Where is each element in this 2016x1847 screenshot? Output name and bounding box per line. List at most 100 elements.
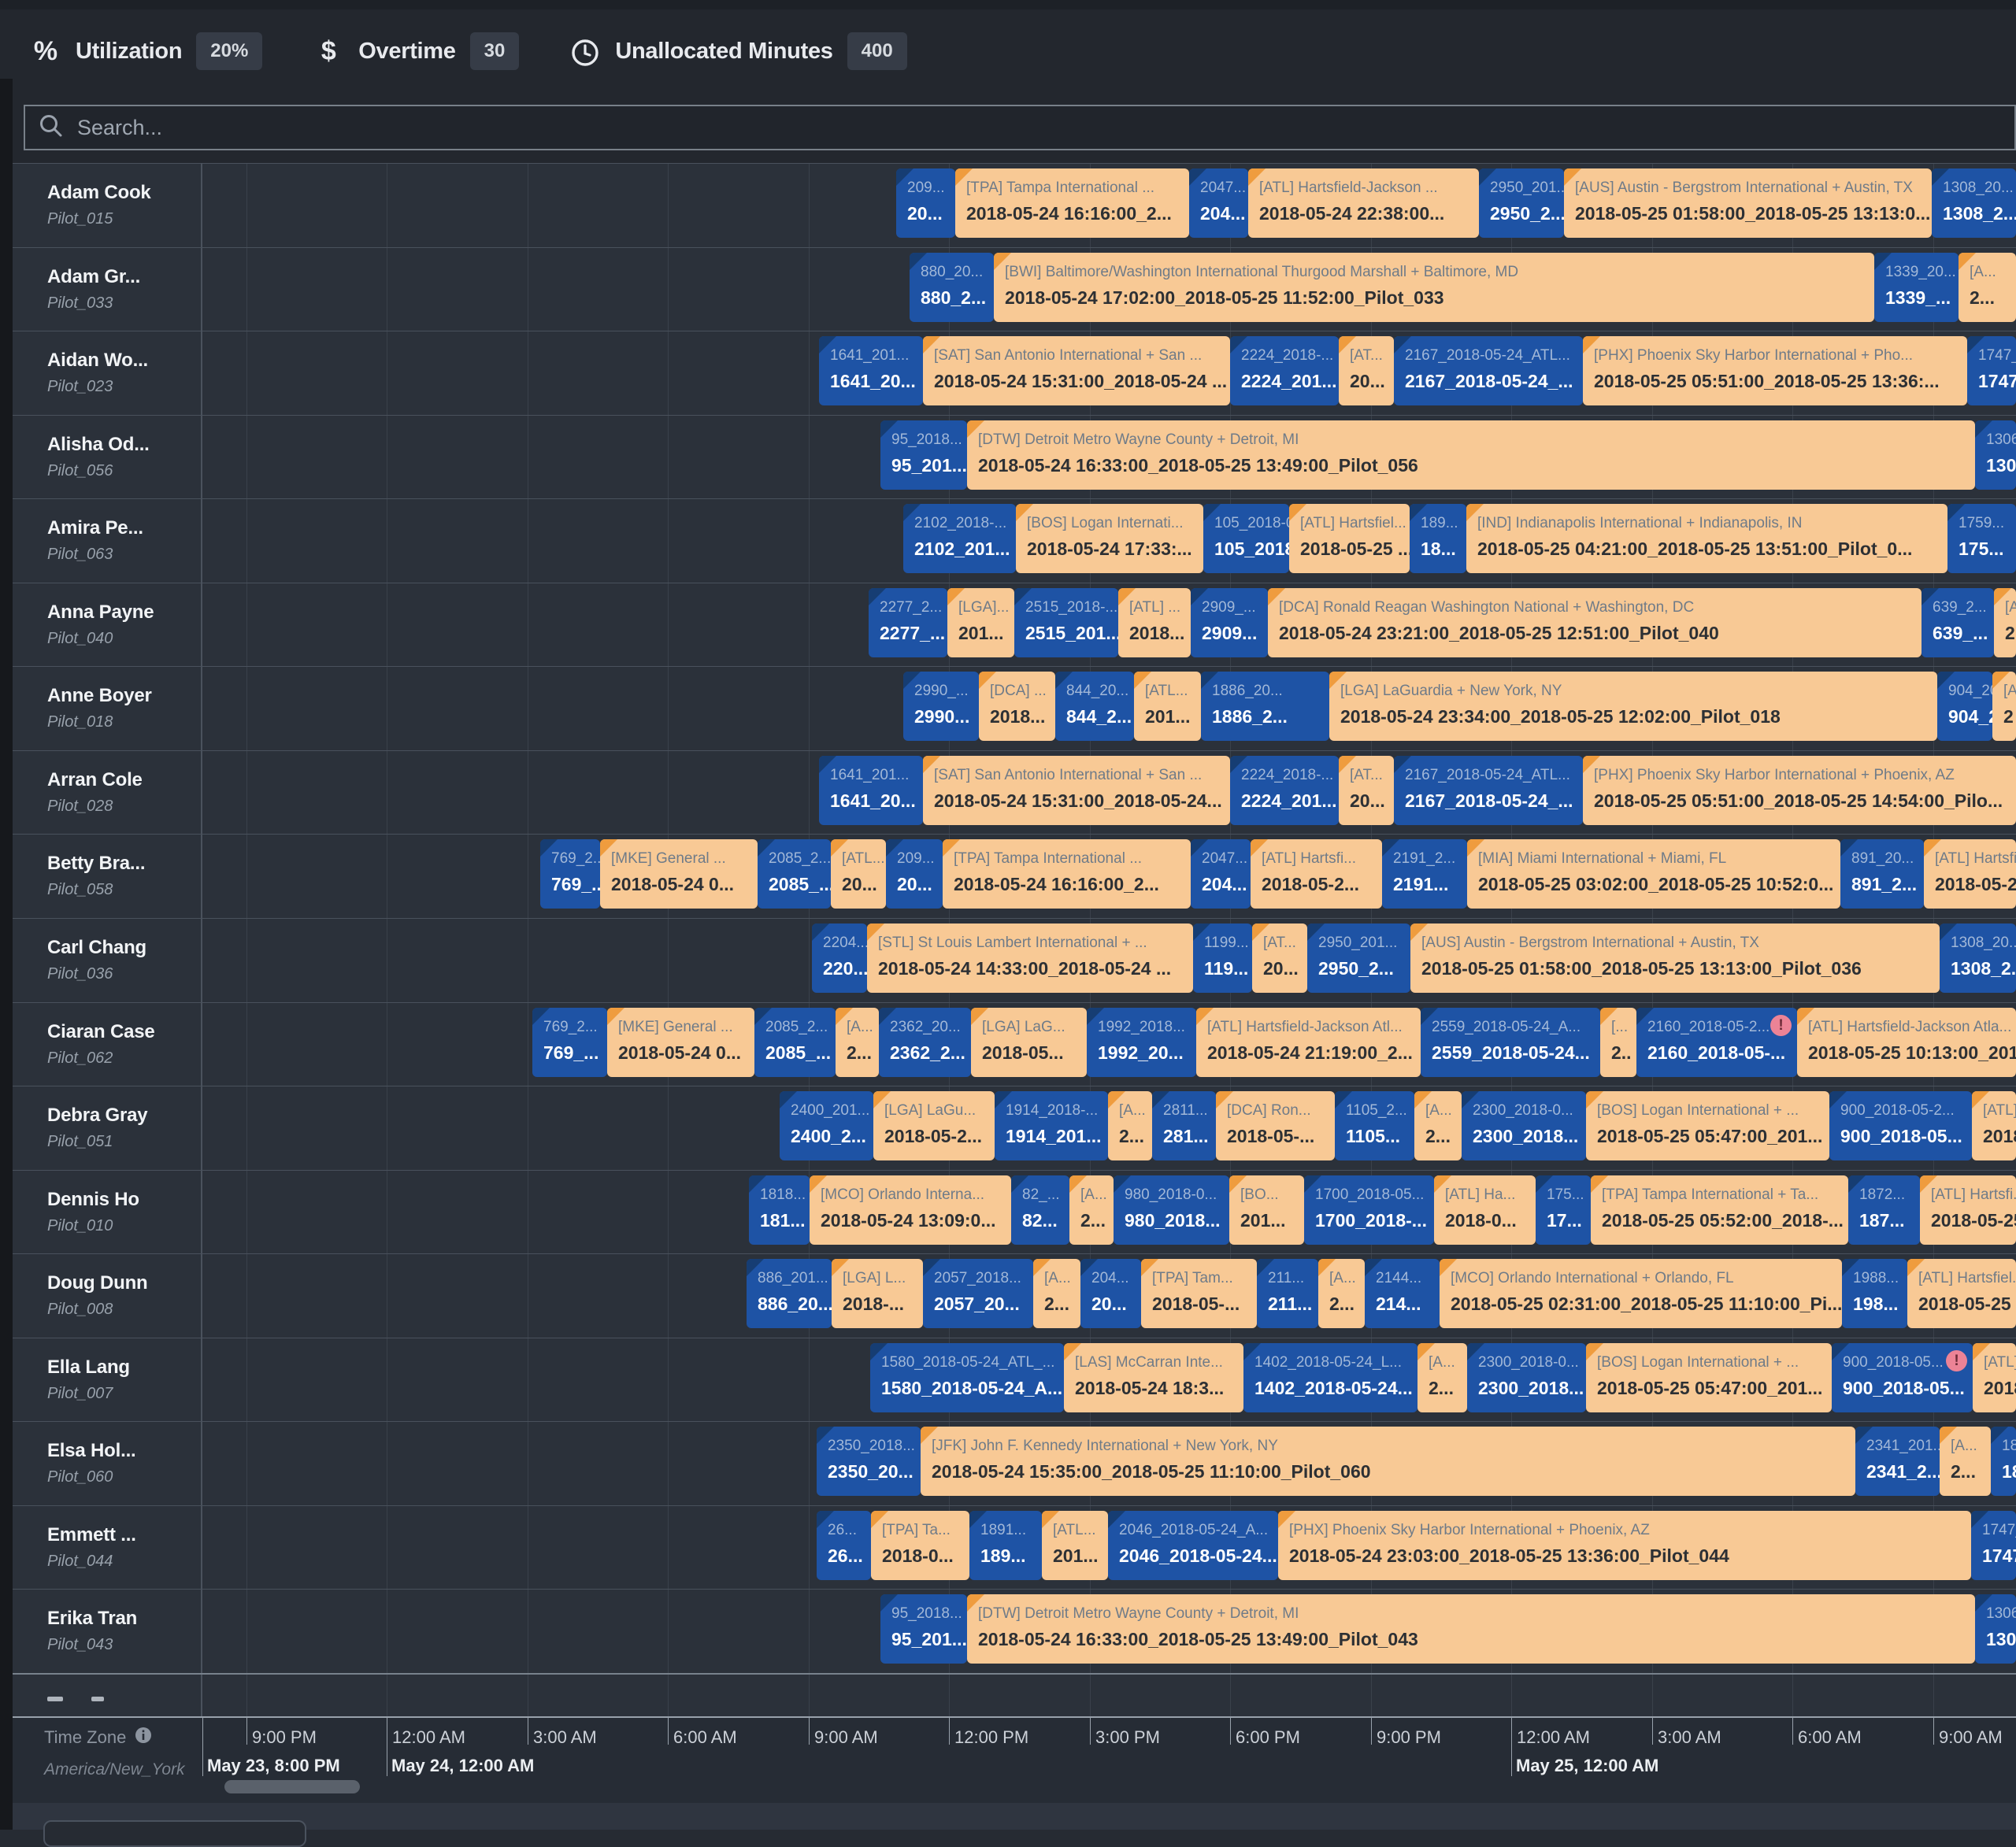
flight-leg-bar[interactable]: 95_2018... 95_201... bbox=[880, 1594, 967, 1664]
duty-block-bar[interactable]: [BO... 201... bbox=[1229, 1175, 1304, 1245]
duty-block-bar[interactable]: [ATL] Hartsfield-Jackson Atl... 2018-05-2… bbox=[1196, 1007, 1421, 1077]
flight-leg-bar[interactable]: 2191_2... 2191... bbox=[1382, 839, 1467, 909]
flight-leg-bar[interactable]: 1988... 198... bbox=[1842, 1259, 1907, 1329]
flight-leg-bar[interactable]: 2300_2018-0... 2300_2018... bbox=[1467, 1342, 1586, 1412]
flight-leg-bar[interactable]: 1105_2... 1105... bbox=[1335, 1091, 1414, 1161]
flight-leg-bar[interactable]: 2400_201... 2400_2... bbox=[780, 1091, 873, 1161]
flight-leg-bar[interactable]: 639_2... 639_... bbox=[1922, 587, 1994, 657]
duty-block-bar[interactable]: [A... 2... bbox=[1318, 1259, 1365, 1329]
flight-leg-bar[interactable]: 2224_2018-... 2224_201... bbox=[1230, 755, 1339, 825]
duty-block-bar[interactable]: [JFK] John F. Kennedy International + Ne… bbox=[921, 1427, 1855, 1497]
clipped-bottom-control[interactable] bbox=[43, 1820, 306, 1847]
duty-block-bar[interactable]: [... 2.. bbox=[1600, 1007, 1636, 1077]
flight-leg-bar[interactable]: 1891... 189... bbox=[969, 1510, 1042, 1580]
flight-leg-bar[interactable]: 904_2018-0... 904_201... bbox=[1937, 672, 1992, 742]
flight-leg-bar[interactable]: 2950_201... 2950_2... bbox=[1479, 168, 1564, 238]
duty-block-bar[interactable]: [ATL] Hartsfield-Jackson ... 2018-05-24 2… bbox=[1248, 168, 1479, 238]
flight-leg-bar[interactable]: 980_2018-0... 980_2018... bbox=[1114, 1175, 1229, 1245]
pilot-row-header[interactable]: Dennis Ho Pilot_010 bbox=[13, 1170, 199, 1254]
duty-block-bar[interactable]: [A... 2... bbox=[1959, 252, 2016, 322]
flight-leg-bar[interactable]: 2224_2018-... 2224_201... bbox=[1230, 336, 1339, 406]
flight-leg-bar[interactable]: 880_20... 880_2... bbox=[910, 252, 994, 322]
duty-block-bar[interactable]: [LAS] McCarran Inte... 2018-05-24 18:3... bbox=[1064, 1342, 1243, 1412]
pilot-row-header[interactable]: Ciaran Case Pilot_062 bbox=[13, 1002, 199, 1086]
duty-block-bar[interactable]: [PHX] Phoenix Sky Harbor International +… bbox=[1278, 1510, 1971, 1580]
duty-block-bar[interactable]: [LGA]... 201... bbox=[947, 587, 1014, 657]
flight-leg-bar[interactable]: 1641_201... 1641_20... bbox=[819, 755, 923, 825]
duty-block-bar[interactable]: [A... 2... bbox=[836, 1007, 879, 1077]
flight-leg-bar[interactable]: 26... 26... bbox=[817, 1510, 871, 1580]
flight-leg-bar[interactable]: 189... 18... bbox=[1410, 504, 1466, 574]
flight-leg-bar[interactable]: 2990_... 2990... bbox=[903, 672, 979, 742]
pilot-row-header[interactable]: Anne Boyer Pilot_018 bbox=[13, 666, 199, 750]
flight-leg-bar[interactable]: 1641_201... 1641_20... bbox=[819, 336, 923, 406]
duty-block-bar[interactable]: [TPA] Ta... 2018-0... bbox=[871, 1510, 969, 1580]
flight-leg-bar[interactable]: 2300_2018-0... 2300_2018... bbox=[1462, 1091, 1586, 1161]
duty-block-bar[interactable]: [LGA] LaG... 2018-05... bbox=[971, 1007, 1087, 1077]
flight-leg-bar[interactable]: 769_2... 769_... bbox=[532, 1007, 607, 1077]
duty-block-bar[interactable]: [AUS] Austin - Bergstrom International +… bbox=[1410, 923, 1940, 993]
duty-block-bar[interactable]: [AUS] Austin - Bergstrom International +… bbox=[1564, 168, 1932, 238]
flight-leg-bar[interactable]: 1700_2018-05... 1700_2018-... bbox=[1304, 1175, 1434, 1245]
pilot-row-header[interactable]: Doug Dunn Pilot_008 bbox=[13, 1253, 199, 1338]
flight-leg-bar[interactable]: 2057_2018... 2057_20... bbox=[923, 1259, 1033, 1329]
flight-leg-bar[interactable]: 2204... 220... bbox=[812, 923, 867, 993]
duty-block-bar[interactable]: [BOS] Logan International + ... 2018-05-2… bbox=[1586, 1091, 1829, 1161]
duty-block-bar[interactable]: [ATL]... 2018... bbox=[1973, 1342, 2016, 1412]
flight-leg-bar[interactable]: 1308_20... 1308_2... bbox=[1940, 923, 2016, 993]
flight-leg-bar[interactable]: 1199... 119... bbox=[1193, 923, 1252, 993]
duty-block-bar[interactable]: [AT... 20... bbox=[1339, 755, 1394, 825]
pilot-row-header[interactable]: Ella Lang Pilot_007 bbox=[13, 1338, 199, 1422]
duty-block-bar[interactable]: [ATL] Hartsfield-Jackson Atla... 2018-05-… bbox=[1797, 1007, 2016, 1077]
duty-block-bar[interactable]: [ATL... 201... bbox=[1042, 1510, 1108, 1580]
flight-leg-bar[interactable]: 769_2... 769_... bbox=[540, 839, 600, 909]
flight-leg-bar[interactable]: 175... 17... bbox=[1536, 1175, 1591, 1245]
duty-block-bar[interactable]: [BOS] Logan International + ... 2018-05-2… bbox=[1586, 1342, 1832, 1412]
flight-leg-bar[interactable]: 2167_2018-05-24_ATL... 2167_2018-05-24_..… bbox=[1394, 336, 1583, 406]
duty-block-bar[interactable]: [ATL... 201... bbox=[1134, 672, 1201, 742]
flight-leg-bar[interactable]: 1759... 175... bbox=[1947, 504, 2016, 574]
pilot-row-header[interactable]: Emmett ... Pilot_044 bbox=[13, 1505, 199, 1590]
alert-badge-icon[interactable]: ! bbox=[1946, 1349, 1967, 1371]
duty-block-bar[interactable]: [MCO] Orlando Interna... 2018-05-24 13:09… bbox=[810, 1175, 1011, 1245]
duty-block-bar[interactable]: [SAT] San Antonio International + San ..… bbox=[923, 336, 1230, 406]
flight-leg-bar[interactable]: 2085_2... 2085_... bbox=[758, 839, 831, 909]
duty-block-bar[interactable]: [TPA] Tampa International ... 2018-05-24 … bbox=[943, 839, 1191, 909]
flight-leg-bar[interactable]: 2047... 204... bbox=[1189, 168, 1248, 238]
pilot-row-header[interactable]: Carl Chang Pilot_036 bbox=[13, 918, 199, 1002]
flight-leg-bar[interactable]: 105_2018-05-... 105_2018-... bbox=[1203, 504, 1289, 574]
flight-leg-bar[interactable]: 2102_2018-... 2102_201... bbox=[903, 504, 1016, 574]
alert-badge-icon[interactable]: ! bbox=[1770, 1014, 1792, 1036]
flight-leg-bar[interactable]: 1818... 181... bbox=[749, 1175, 810, 1245]
duty-block-bar[interactable]: [MKE] General ... 2018-05-24 0... bbox=[607, 1007, 754, 1077]
duty-block-bar[interactable]: [ATL] Hartsfi... 2018-05-25... bbox=[1924, 839, 2016, 909]
flight-leg-bar[interactable]: 886_201... 886_20... bbox=[747, 1259, 832, 1329]
duty-block-bar[interactable]: [MKE] General ... 2018-05-24 0... bbox=[600, 839, 758, 909]
pilot-row-header[interactable]: Betty Bra... Pilot_058 bbox=[13, 834, 199, 918]
pilot-row-header[interactable]: Adam Cook Pilot_015 bbox=[13, 163, 199, 247]
duty-block-bar[interactable]: [A 2 bbox=[1994, 587, 2016, 657]
duty-block-bar[interactable]: [IND] Indianapolis International + India… bbox=[1466, 504, 1947, 574]
flight-leg-bar[interactable]: 2144... 214... bbox=[1365, 1259, 1440, 1329]
flight-leg-bar[interactable]: 2167_2018-05-24_ATL... 2167_2018-05-24_..… bbox=[1394, 755, 1583, 825]
pilot-row-header[interactable]: Debra Gray Pilot_051 bbox=[13, 1086, 199, 1170]
flight-leg-bar[interactable]: 1747_20... 1747_2... bbox=[1971, 1510, 2016, 1580]
duty-block-bar[interactable]: [MCO] Orlando International + Orlando, F… bbox=[1440, 1259, 1842, 1329]
flight-leg-bar[interactable]: 1914_2018-... 1914_201... bbox=[995, 1091, 1108, 1161]
duty-block-bar[interactable]: [ATL] Hartsfi... 2018-05-25... bbox=[1920, 1175, 2016, 1245]
flight-leg-bar[interactable]: 1402_2018-05-24_L... 1402_2018-05-24... bbox=[1243, 1342, 1418, 1412]
pilot-row-header[interactable]: Arran Cole Pilot_028 bbox=[13, 750, 199, 835]
duty-block-bar[interactable]: [PHX] Phoenix Sky Harbor International +… bbox=[1583, 755, 2016, 825]
flight-leg-bar[interactable]: 2909_... 2909... bbox=[1191, 587, 1268, 657]
duty-block-bar[interactable]: [STL] St Louis Lambert International + .… bbox=[867, 923, 1193, 993]
duty-block-bar[interactable]: [DCA] Ronald Reagan Washington National … bbox=[1268, 587, 1922, 657]
flight-leg-bar[interactable]: 209... 20... bbox=[896, 168, 955, 238]
duty-block-bar[interactable]: [LGA] LaGu... 2018-05-2... bbox=[873, 1091, 995, 1161]
flight-leg-bar[interactable]: 2046_2018-05-24_A... 2046_2018-05-24... bbox=[1108, 1510, 1278, 1580]
duty-block-bar[interactable]: [LGA] L... 2018-... bbox=[832, 1259, 923, 1329]
info-icon[interactable] bbox=[134, 1726, 153, 1749]
duty-block-bar[interactable]: [A... 2... bbox=[1069, 1175, 1114, 1245]
flight-leg-bar[interactable]: 2950_201... 2950_2... bbox=[1307, 923, 1410, 993]
flight-leg-bar[interactable]: 1747_20... 1747_2... bbox=[1967, 336, 2016, 406]
duty-block-bar[interactable]: [BOS] Logan Internati... 2018-05-24 17:33… bbox=[1016, 504, 1203, 574]
